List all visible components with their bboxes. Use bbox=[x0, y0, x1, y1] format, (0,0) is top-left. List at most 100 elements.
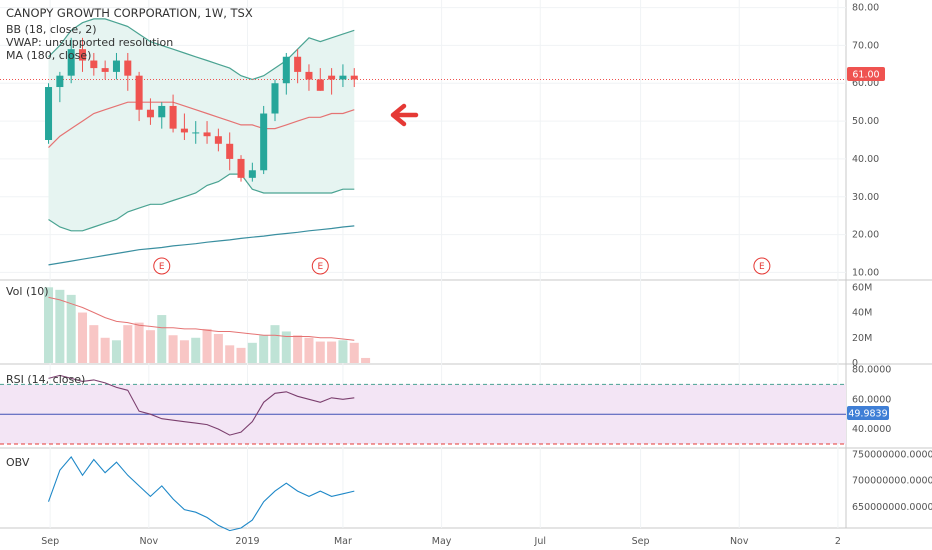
candle-body bbox=[135, 75, 143, 110]
obv-line[interactable] bbox=[47, 455, 355, 532]
candle-body bbox=[282, 56, 290, 84]
volume-bar[interactable] bbox=[259, 335, 269, 363]
volume-bar[interactable] bbox=[225, 345, 235, 363]
earnings-marker-circle bbox=[753, 257, 771, 275]
volume-bar[interactable] bbox=[293, 335, 303, 363]
price-tick-label: 40.00 bbox=[852, 154, 879, 165]
volume-bar[interactable] bbox=[327, 341, 337, 363]
bb-legend[interactable]: BB (18, close, 2) bbox=[6, 23, 97, 36]
candle-body bbox=[192, 132, 200, 134]
volume-bar[interactable] bbox=[100, 337, 110, 363]
candle-body bbox=[294, 56, 302, 72]
volume-bar[interactable] bbox=[123, 325, 133, 363]
price-candle[interactable] bbox=[192, 121, 200, 144]
volume-bar[interactable] bbox=[55, 289, 65, 363]
price-candle[interactable] bbox=[146, 98, 154, 125]
price-candle[interactable] bbox=[328, 68, 336, 95]
volume-bar[interactable] bbox=[157, 315, 167, 363]
ma-legend[interactable]: MA (180, close) bbox=[6, 49, 91, 62]
last-price-badge: 61.00 bbox=[852, 70, 879, 81]
price-candle[interactable] bbox=[316, 68, 324, 91]
volume-bar[interactable] bbox=[247, 342, 257, 363]
rsi-line[interactable] bbox=[48, 374, 355, 436]
price-candle[interactable] bbox=[78, 37, 87, 72]
volume-bar[interactable] bbox=[338, 340, 348, 363]
volume-ma-line[interactable] bbox=[48, 296, 355, 341]
volume-bar[interactable] bbox=[349, 342, 359, 363]
bollinger-basis-line[interactable] bbox=[48, 101, 355, 149]
volume-bar[interactable] bbox=[361, 357, 371, 363]
price-candle[interactable] bbox=[56, 71, 64, 103]
volume-bar[interactable] bbox=[44, 287, 54, 363]
price-candle[interactable] bbox=[45, 83, 53, 144]
volume-bar[interactable] bbox=[77, 312, 88, 363]
price-candle[interactable] bbox=[226, 132, 234, 171]
price-candle[interactable] bbox=[282, 52, 290, 95]
price-candle[interactable] bbox=[248, 162, 256, 182]
price-candle[interactable] bbox=[101, 60, 109, 80]
price-candle[interactable] bbox=[112, 52, 120, 80]
price-candle[interactable] bbox=[237, 155, 245, 182]
chart-title: CANOPY GROWTH CORPORATION, 1W, TSX bbox=[6, 6, 253, 20]
obv-legend[interactable]: OBV bbox=[6, 456, 30, 469]
price-candle[interactable] bbox=[158, 102, 166, 129]
obv-pane[interactable] bbox=[47, 455, 355, 532]
volume-pane[interactable] bbox=[44, 287, 371, 363]
bollinger-lower-line[interactable] bbox=[48, 173, 355, 232]
volume-bar[interactable] bbox=[145, 330, 155, 363]
rsi-tick-label: 60.0000 bbox=[852, 394, 891, 405]
price-candle[interactable] bbox=[169, 94, 177, 133]
candle-body bbox=[78, 49, 87, 61]
candle-body bbox=[339, 75, 347, 80]
x-tick-label: 2 bbox=[835, 536, 841, 547]
price-candle[interactable] bbox=[305, 64, 313, 91]
volume-bar[interactable] bbox=[281, 331, 291, 363]
candle-body bbox=[214, 136, 222, 144]
volume-bar[interactable] bbox=[236, 347, 246, 363]
volume-bar[interactable] bbox=[89, 325, 99, 363]
price-candle[interactable] bbox=[67, 37, 75, 84]
bollinger-upper-line[interactable] bbox=[48, 18, 355, 81]
volume-bar[interactable] bbox=[270, 325, 280, 363]
volume-bar[interactable] bbox=[134, 322, 144, 363]
volume-bar[interactable] bbox=[179, 340, 189, 363]
earnings-marker[interactable]: E bbox=[753, 257, 771, 275]
rsi-tick-label: 80.0000 bbox=[852, 364, 891, 375]
candle-body bbox=[305, 71, 313, 80]
price-candle[interactable] bbox=[350, 68, 358, 88]
candle-body bbox=[112, 60, 120, 72]
obv-tick-label: 700000000.0000 bbox=[852, 476, 932, 487]
price-candle[interactable] bbox=[339, 64, 347, 88]
candle-body bbox=[350, 75, 358, 80]
volume-bar[interactable] bbox=[111, 340, 121, 363]
price-candle[interactable] bbox=[124, 52, 132, 91]
volume-bar[interactable] bbox=[304, 337, 314, 363]
price-candle[interactable] bbox=[260, 105, 268, 175]
x-tick-label: Sep bbox=[632, 536, 650, 547]
price-candle[interactable] bbox=[180, 113, 188, 140]
price-candle[interactable] bbox=[214, 128, 222, 152]
volume-bar[interactable] bbox=[191, 337, 201, 363]
earnings-marker[interactable]: E bbox=[153, 257, 171, 275]
ma-180-line[interactable] bbox=[48, 225, 355, 266]
price-candle[interactable] bbox=[271, 79, 279, 122]
volume-bar[interactable] bbox=[213, 333, 223, 363]
price-candle[interactable] bbox=[135, 71, 143, 122]
price-candle[interactable] bbox=[203, 121, 211, 144]
volume-bar[interactable] bbox=[66, 294, 76, 363]
earnings-marker[interactable]: E bbox=[311, 257, 329, 275]
rsi-value-badge-bg bbox=[847, 406, 889, 420]
rsi-pane[interactable] bbox=[0, 374, 846, 445]
price-candle[interactable] bbox=[90, 52, 98, 76]
volume-bar[interactable] bbox=[315, 341, 325, 363]
price-candle[interactable] bbox=[294, 49, 302, 84]
rsi-legend[interactable]: RSI (14, close) bbox=[6, 373, 85, 386]
volume-bar[interactable] bbox=[202, 328, 212, 363]
volume-legend[interactable]: Vol (10) bbox=[6, 285, 49, 298]
vwap-legend[interactable]: VWAP: unsupported resolution bbox=[6, 36, 173, 49]
x-tick-label: Jul bbox=[534, 536, 546, 547]
volume-bar[interactable] bbox=[168, 335, 178, 363]
x-tick-label: Nov bbox=[140, 536, 159, 547]
